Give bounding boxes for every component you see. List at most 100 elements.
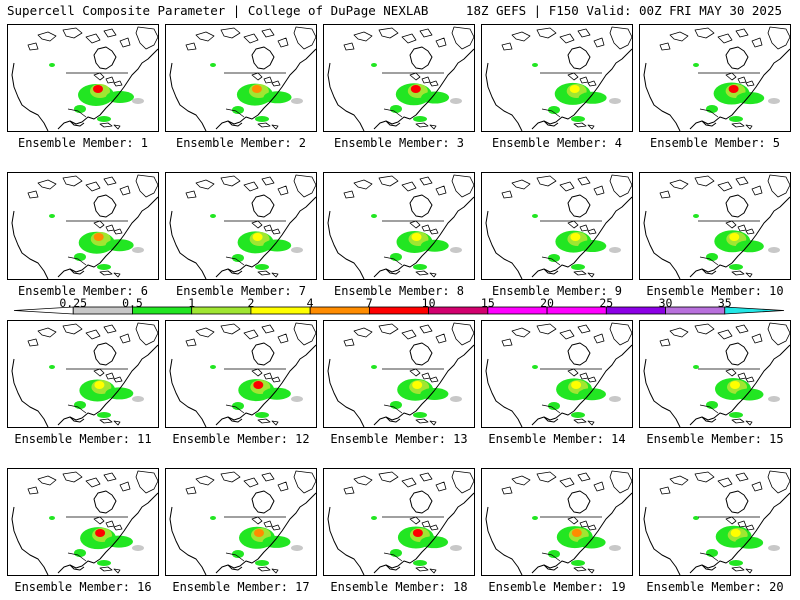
scp-shading <box>706 105 718 113</box>
scp-shading <box>768 545 780 551</box>
north-america-map <box>11 470 158 575</box>
ensemble-member-map <box>323 24 475 132</box>
us-mexico-border <box>699 108 719 118</box>
us-mexico-border <box>383 404 403 414</box>
arctic-islands <box>343 27 447 51</box>
scp-shading <box>706 253 718 261</box>
color-scale-bin <box>724 306 785 315</box>
color-scale-bin <box>368 306 430 315</box>
scp-shading <box>210 214 216 218</box>
scp-shading <box>262 387 291 400</box>
coastline <box>643 196 790 279</box>
scp-shading <box>263 91 292 104</box>
scp-shading <box>210 63 216 67</box>
hudson-bay <box>409 194 433 218</box>
arctic-islands <box>659 27 763 51</box>
ensemble-member-map <box>165 320 317 428</box>
scp-shading <box>105 387 134 400</box>
arctic-islands <box>185 323 289 347</box>
us-mexico-border <box>225 108 245 118</box>
us-mexico-border <box>67 552 87 562</box>
caribbean-islands <box>415 566 437 574</box>
scp-shading <box>609 247 621 253</box>
us-mexico-border <box>541 108 561 118</box>
map-title: Supercell Composite Parameter | College … <box>7 3 429 18</box>
arctic-islands <box>27 27 131 51</box>
color-scale-bin <box>250 306 311 315</box>
greenland <box>767 174 790 198</box>
scp-shading <box>49 516 55 520</box>
scp-shading <box>255 116 269 122</box>
scp-shading <box>291 98 303 104</box>
scp-shading <box>570 233 581 241</box>
north-america-map <box>169 174 316 279</box>
scp-shading <box>571 529 582 537</box>
coastline <box>169 492 316 575</box>
scp-shading <box>450 396 462 402</box>
scp-shading <box>768 247 780 253</box>
us-mexico-border <box>225 256 245 266</box>
arctic-islands <box>501 471 605 495</box>
ensemble-member-label: Ensemble Member: 12 <box>172 432 310 446</box>
gulf-coast <box>543 564 559 571</box>
coastline <box>11 344 158 427</box>
north-america-map <box>643 322 790 427</box>
scp-shading <box>768 396 780 402</box>
scp-shading <box>532 516 538 520</box>
color-scale-bin <box>487 306 548 315</box>
us-mexico-border <box>541 404 561 414</box>
gulf-coast <box>701 268 717 275</box>
ensemble-member-label: Ensemble Member: 15 <box>646 432 784 446</box>
coastline <box>643 492 790 575</box>
ensemble-member-label: Ensemble Member: 6 <box>17 284 149 298</box>
scp-shading <box>578 91 607 104</box>
scp-shading <box>232 254 244 262</box>
hudson-bay <box>251 46 275 70</box>
arctic-islands <box>185 27 289 51</box>
caribbean-islands <box>415 122 437 130</box>
scp-shading <box>390 253 402 261</box>
color-scale-tick-label: 20 <box>540 296 554 310</box>
hudson-bay <box>409 342 433 366</box>
arctic-islands <box>343 323 447 347</box>
scp-shading <box>95 529 106 537</box>
ensemble-member-map <box>165 24 317 132</box>
scp-shading <box>693 63 699 67</box>
us-mexico-border <box>699 256 719 266</box>
ensemble-member-map <box>323 172 475 280</box>
arctic-islands <box>343 471 447 495</box>
hudson-bay <box>725 46 749 70</box>
scp-shading <box>450 545 462 551</box>
color-scale-tick-label: 1 <box>188 296 196 310</box>
scp-shading <box>291 247 303 253</box>
caribbean-islands <box>257 418 279 426</box>
north-america-map <box>327 470 474 575</box>
ensemble-member-label: Ensemble Member: 1 <box>17 136 149 150</box>
scp-shading <box>255 264 269 270</box>
color-scale-bin <box>428 306 489 315</box>
scp-shading <box>730 529 741 537</box>
north-america-map <box>327 26 474 131</box>
scp-shading <box>94 381 105 389</box>
coastline <box>485 196 632 279</box>
caribbean-islands <box>99 566 121 574</box>
scp-shading <box>532 214 538 218</box>
coastline <box>327 492 474 575</box>
scp-shading <box>420 239 449 252</box>
great-lakes <box>725 220 755 235</box>
gulf-coast <box>543 268 559 275</box>
gulf-coast <box>385 564 401 571</box>
color-scale-tick-label: 4 <box>306 296 314 310</box>
color-scale-tick-label: 10 <box>421 296 436 310</box>
caribbean-islands <box>731 566 753 574</box>
scp-shading <box>106 91 134 103</box>
scp-shading <box>97 412 111 418</box>
scp-shading <box>132 396 144 402</box>
caribbean-islands <box>573 122 595 130</box>
great-lakes <box>251 516 281 531</box>
great-lakes <box>725 368 755 383</box>
great-lakes <box>409 220 439 235</box>
ensemble-member-label: Ensemble Member: 11 <box>14 432 152 446</box>
scp-shading <box>253 381 264 389</box>
great-lakes <box>251 220 281 235</box>
